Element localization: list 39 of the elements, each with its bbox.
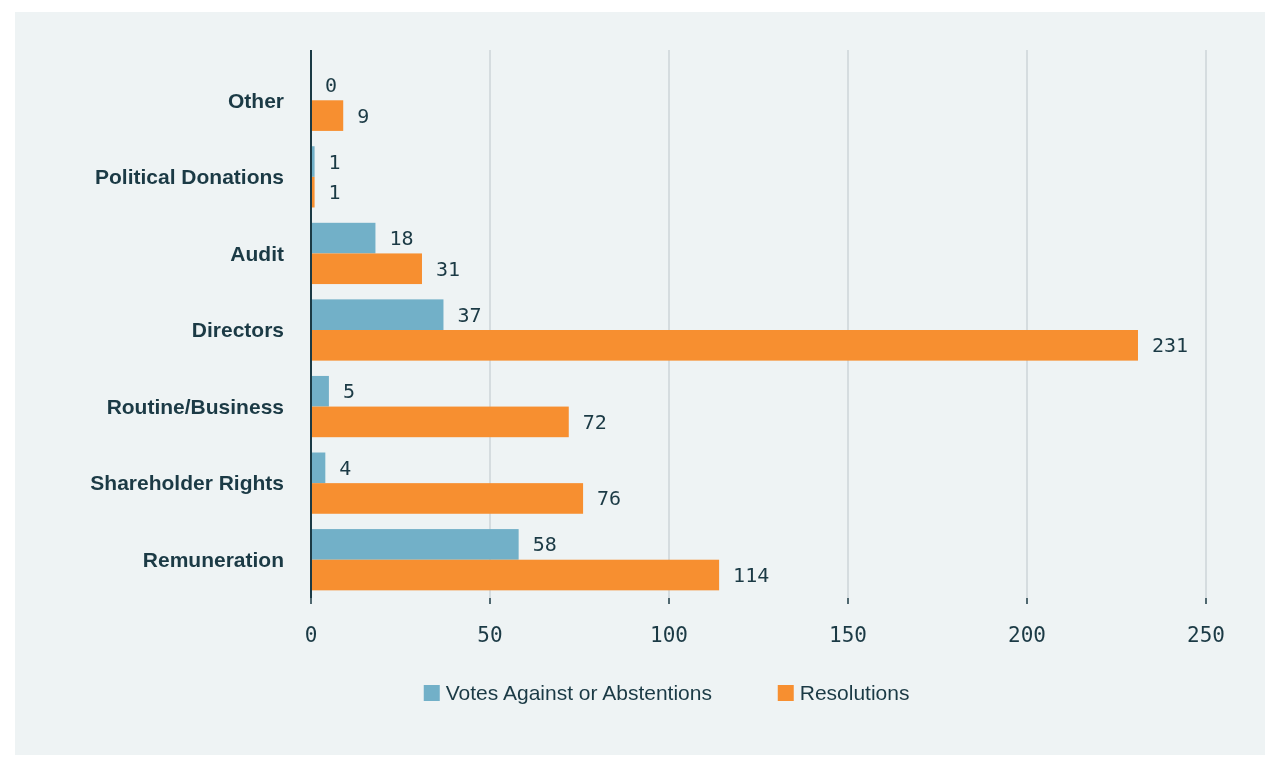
data-label: 1 bbox=[328, 149, 341, 174]
bar bbox=[311, 483, 584, 514]
data-label: 1 bbox=[328, 180, 341, 205]
x-tick-label: 0 bbox=[304, 623, 318, 647]
legend-label: Resolutions bbox=[799, 681, 910, 705]
y-tick-label: Shareholder Rights bbox=[90, 471, 284, 495]
bar bbox=[311, 406, 569, 438]
bar bbox=[311, 559, 720, 591]
x-tick-label: 50 bbox=[477, 623, 503, 647]
data-label: 5 bbox=[342, 379, 355, 404]
bar bbox=[311, 222, 376, 254]
y-tick-label: Remuneration bbox=[142, 548, 284, 572]
data-label: 31 bbox=[435, 256, 461, 281]
data-label: 76 bbox=[597, 486, 622, 511]
data-label: 0 bbox=[325, 72, 338, 97]
data-label: 231 bbox=[1151, 333, 1189, 358]
bar bbox=[311, 100, 344, 131]
x-tick-label: 250 bbox=[1187, 623, 1225, 647]
y-tick-label: Other bbox=[227, 88, 284, 112]
bar bbox=[311, 375, 329, 407]
data-label: 18 bbox=[389, 226, 414, 251]
x-tick-label: 100 bbox=[650, 623, 688, 647]
y-tick-label: Routine/Business bbox=[106, 394, 284, 418]
data-label: 72 bbox=[582, 409, 607, 434]
data-label: 114 bbox=[733, 563, 770, 588]
data-label: 37 bbox=[457, 302, 482, 327]
y-tick-label: Audit bbox=[230, 241, 284, 265]
bar bbox=[311, 529, 519, 560]
y-tick-label: Directors bbox=[191, 318, 284, 342]
data-label: 9 bbox=[357, 103, 370, 128]
bar bbox=[311, 299, 444, 330]
bar bbox=[311, 253, 422, 285]
y-tick-label: Political Donations bbox=[94, 165, 284, 189]
data-label: 4 bbox=[339, 455, 352, 480]
bar bbox=[311, 330, 1138, 361]
legend-label: Votes Against or Abstentions bbox=[445, 681, 712, 705]
data-label: 58 bbox=[532, 532, 557, 557]
x-tick-label: 200 bbox=[1008, 623, 1046, 647]
x-tick-label: 150 bbox=[829, 623, 867, 647]
